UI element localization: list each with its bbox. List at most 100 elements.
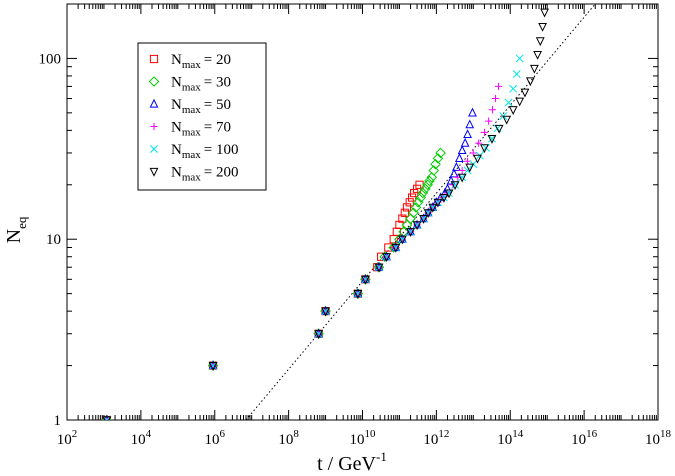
y-tick-label: 10 [46,232,61,248]
data-point-series-5 [457,173,467,183]
x-tick-label: 1014 [497,428,524,448]
data-point-series-2 [454,153,464,162]
data-point-series-1 [422,179,433,191]
data-point-series-4 [406,227,415,236]
data-point-series-5 [444,189,454,199]
data-point-series-5 [533,50,543,60]
data-point-series-2 [449,168,459,178]
data-point-series-5 [397,235,407,245]
data-point-series-5 [419,215,428,224]
data-point-series-4 [321,307,330,316]
data-point-series-4 [504,98,513,107]
data-point-series-1 [417,187,429,199]
data-point-series-4 [509,84,518,93]
data-point-series-3 [491,94,500,103]
data-point-series-5 [321,307,330,317]
legend-marker-3 [150,122,158,131]
data-point-series-3 [475,139,483,147]
legend-label: Nmax = 70 [171,120,231,139]
data-point-series-2 [446,175,456,185]
data-point-series-5 [412,221,422,231]
data-point-series-2 [460,137,470,147]
y-axis-label: Neq [3,216,29,243]
data-point-series-1 [419,183,431,195]
x-tick-label: 1016 [571,428,598,448]
data-point-series-4 [391,243,400,252]
data-point-series-5 [538,22,547,32]
legend-marker-2 [149,98,159,108]
data-point-series-5 [428,203,438,213]
data-point-series-3 [103,416,111,420]
data-point-series-5 [374,263,384,273]
data-point-series-3 [480,128,489,136]
data-point-series-5 [473,154,482,164]
data-point-series-1 [426,171,438,183]
data-point-series-4 [361,275,370,284]
x-tick-label: 106 [205,428,226,448]
data-point-series-4 [451,180,459,189]
data-point-series-2 [457,145,467,154]
y-tick-label: 1 [54,413,62,429]
data-point-series-4 [512,70,521,78]
data-point-series-1 [435,147,446,159]
y-tick-label: 100 [39,51,62,67]
data-point-series-5 [525,77,535,87]
data-point-series-1 [424,175,435,187]
data-point-series-3 [458,166,466,175]
data-point-series-4 [375,263,383,272]
data-point-series-3 [469,149,477,157]
legend-label: Nmax = 50 [171,97,231,116]
data-point-series-0 [407,193,417,202]
data-point-series-0 [384,243,393,252]
data-point-series-0 [402,203,412,212]
data-point-series-5 [494,124,504,134]
data-point-series-1 [428,165,440,176]
data-point-series-0 [410,188,419,198]
data-point-series-5 [391,243,401,253]
data-point-series-5 [480,144,489,154]
data-point-series-3 [485,117,493,125]
data-point-series-0 [405,198,414,207]
data-point-series-5 [535,37,545,47]
legend-marker-0 [149,54,159,64]
data-point-series-5 [515,97,525,107]
reference-line-group [245,4,596,420]
data-point-series-5 [529,64,539,74]
data-point-series-4 [458,173,467,182]
data-point-series-4 [102,416,111,420]
data-point-series-5 [508,106,518,115]
legend-marker-1 [148,76,160,87]
legend-label: Nmax = 100 [171,142,239,161]
data-point-series-4 [353,289,362,298]
data-points [101,4,549,420]
data-point-series-4 [314,329,323,338]
data-point-series-1 [412,197,424,208]
x-tick-label: 1010 [350,428,377,448]
data-point-series-2 [463,129,472,138]
data-point-series-5 [520,88,530,98]
data-point-series-5 [102,416,112,420]
x-tick-label: 1018 [645,428,672,448]
data-point-series-5 [439,193,449,203]
data-point-series-4 [413,220,422,229]
x-axis-label: t / GeV-1 [317,449,387,475]
data-point-series-3 [488,106,497,114]
x-tick-label: 108 [278,428,299,448]
x-tick-label: 102 [57,428,78,448]
legend-box [137,42,267,191]
data-point-series-5 [502,115,512,125]
data-point-series-4 [488,134,496,143]
data-point-series-5 [382,253,392,262]
data-point-series-3 [494,82,503,91]
data-point-series-4 [209,361,218,370]
legend-label: Nmax = 30 [171,75,231,94]
data-point-series-4 [398,235,407,244]
data-point-series-2 [452,162,461,171]
data-point-series-4 [515,54,524,63]
data-point-series-4 [463,166,472,175]
axis-ticks: 102 104 106 108 1010 1012 1014 1016 1018 1 10 100 [39,3,672,448]
data-point-series-5 [465,163,475,173]
data-point-series-5 [423,209,433,219]
data-point-series-5 [314,330,324,339]
